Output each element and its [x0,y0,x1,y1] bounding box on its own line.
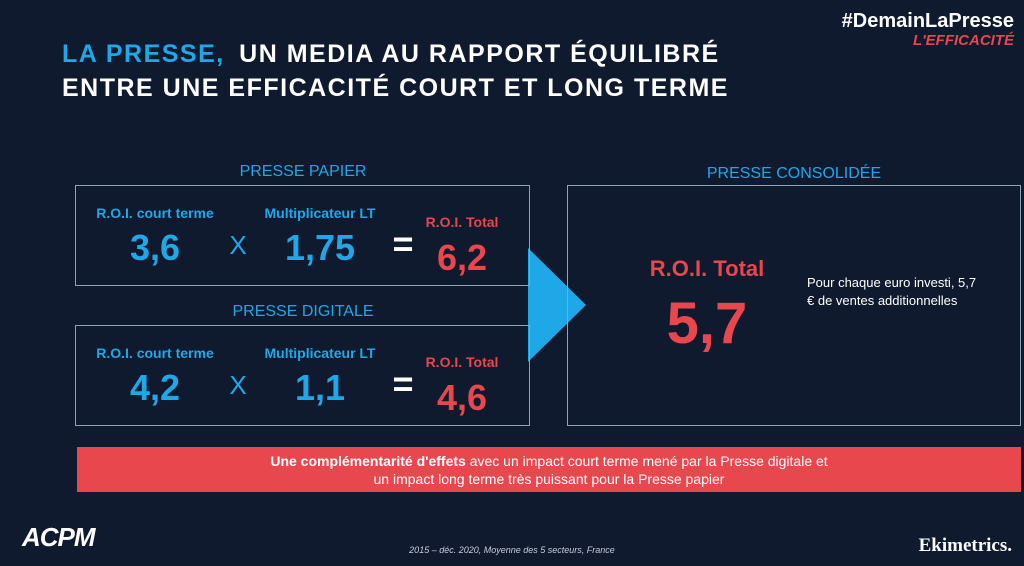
banner-bold: Une complémentarité d'effets [270,453,466,469]
panel-box [567,185,1021,426]
subtag: L'EFFICACITÉ [912,32,1014,49]
banner-text: avec un impact court terme mené par la P… [469,453,828,469]
title-highlight: LA PRESSE, [62,40,225,68]
short-label: R.O.I. court terme [96,345,214,361]
hashtag: #DemainLaPresse [841,10,1014,32]
times: X [229,230,247,260]
panel-box [75,185,530,286]
title-line: ENTRE UNE EFFICACITÉ COURT ET LONG TERME [62,74,729,102]
short-value: 4,2 [129,367,181,408]
panel-label: PRESSE PAPIER [239,163,367,180]
equals: = [392,363,414,404]
banner: Une complémentarité d'effets avec un imp… [77,447,1021,492]
short-label: R.O.I. court terme [96,205,214,221]
panel-label: PRESSE CONSOLIDÉE [706,165,882,182]
arrow [528,248,586,362]
total-label: R.O.I. Total [425,354,499,370]
total-value: 4,6 [436,377,488,418]
banner-text: un impact long terme très puissant pour … [373,471,725,487]
note: Pour chaque euro investi, 5,7 € de vente… [807,275,977,308]
source: 2015 – déc. 2020, Moyenne des 5 secteurs… [409,545,615,555]
logo-right: Ekimetrics. [918,535,1012,556]
mult-value: 1,75 [284,227,356,268]
total-value: 6,2 [436,237,488,278]
total-value: 5,7 [666,291,748,356]
panel-label: PRESSE DIGITALE [232,303,374,320]
title-line: LA PRESSE, UN MEDIA AU RAPPORT ÉQUILIBRÉ [62,40,720,69]
title-text: UN MEDIA AU RAPPORT ÉQUILIBRÉ [239,40,720,68]
total-label: R.O.I. Total [425,214,499,230]
short-value: 3,6 [129,227,181,268]
panel-box [75,325,530,426]
mult-label: Multiplicateur LT [264,345,376,361]
logo-left: ACPM [22,522,96,552]
equals: = [392,223,414,264]
mult-label: Multiplicateur LT [264,205,376,221]
mult-value: 1,1 [294,367,346,408]
total-label: R.O.I. Total [649,256,765,281]
times: X [229,370,247,400]
